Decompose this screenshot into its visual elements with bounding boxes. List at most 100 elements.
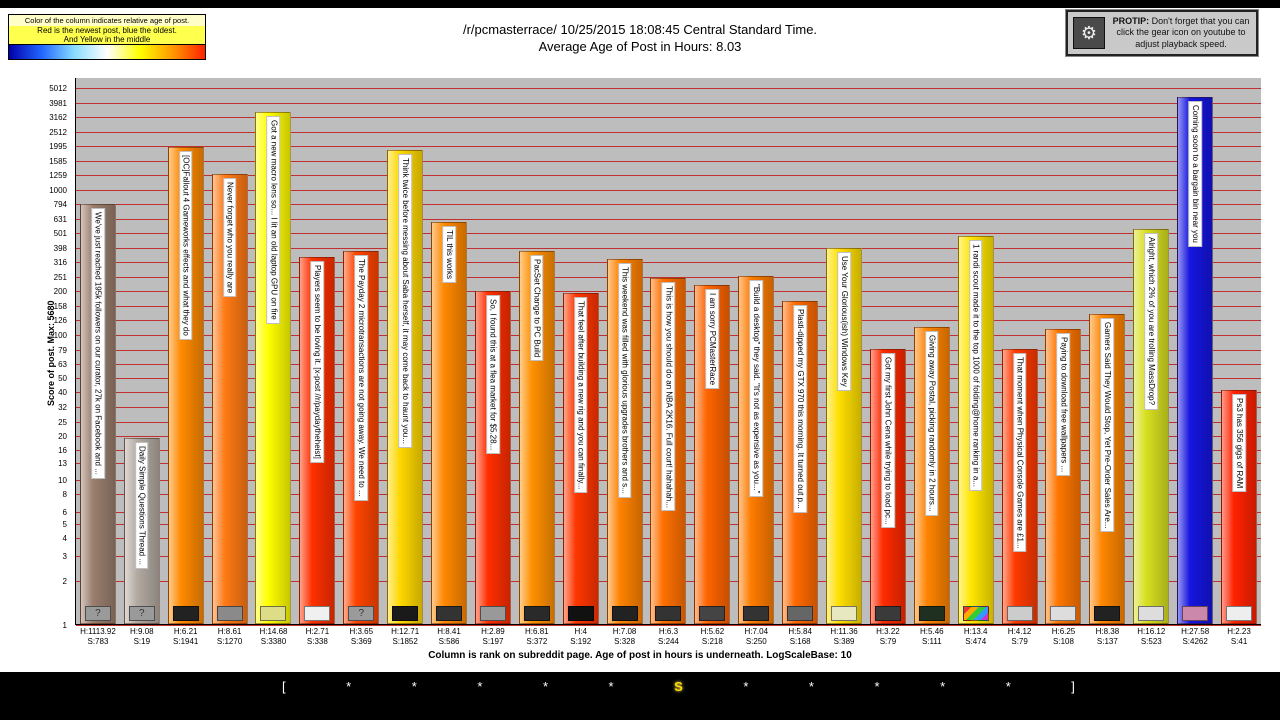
score-label: S:250 (745, 637, 767, 646)
y-tick-label: 3 (62, 551, 67, 561)
x-tick-label: H:8.41 S:586 (427, 624, 471, 647)
post-thumbnail (216, 606, 243, 621)
score-label: S:369 (350, 637, 372, 646)
x-tick-label: H:6.81 S:372 (515, 624, 559, 647)
post-bar: This weekend was filled with glorious up… (606, 258, 643, 624)
bar-slot: Gamers Said They Would Stop, Yet Pre-Ord… (1085, 78, 1129, 646)
post-thumbnail (479, 606, 506, 621)
hours-label: H:3.22 (876, 627, 900, 636)
x-tick-label: H:8.38 S:137 (1085, 624, 1129, 647)
bar-slot: Players seem to be loving it. [x-post //… (295, 78, 339, 646)
post-bar: 1 randi scout made it to the top 1000 of… (957, 235, 994, 624)
score-label: S:1852 (392, 637, 418, 646)
gridline (76, 88, 1261, 89)
post-title-label: That feel after building a new rig and y… (573, 296, 588, 494)
bar-slot: 1 randi scout made it to the top 1000 of… (954, 78, 998, 646)
bar-slot: This is how you should do an NBA 2K16. F… (647, 78, 691, 646)
post-bar: Got a new macro lens so... I lit an old … (255, 111, 292, 624)
hours-label: H:5.62 (700, 627, 725, 636)
post-thumbnail (1006, 606, 1033, 621)
x-tick-label: H:7.08 S:328 (603, 624, 647, 647)
bar-slot: Got a new macro lens so... I lit an old … (252, 78, 296, 646)
gridline (76, 146, 1261, 148)
score-label: S:79 (1011, 637, 1028, 646)
y-tick-label: 5012 (49, 84, 67, 93)
bar-slot: Use Your Glorious(ish) Windows Key H:11.3… (822, 78, 866, 646)
gridline (76, 218, 1261, 220)
post-thumbnail (1182, 606, 1209, 621)
post-bar: I am sorry PCMasterRace (694, 284, 731, 624)
score-label: S:1941 (173, 637, 199, 646)
hours-label: H:2.23 (1227, 627, 1251, 636)
hours-label: H:6.25 (1051, 627, 1076, 636)
post-bar: Use Your Glorious(ish) Windows Key (826, 248, 863, 624)
bar-slot: Giving away Postal, picking randomly in … (910, 78, 954, 646)
score-label: S:197 (482, 637, 504, 646)
post-thumbnail (918, 606, 945, 621)
post-bar: Paying to download free wallpapers ... (1045, 328, 1082, 624)
x-tick-label: H:5.84 S:168 (778, 624, 822, 647)
score-label: S:218 (701, 637, 723, 646)
hours-label: H:6.21 (173, 627, 198, 636)
post-title-label: We've just reached 195k followers on our… (91, 208, 105, 479)
timeline-current-marker: S (674, 679, 683, 694)
post-title-label: So, I found this at a flea market for $5… (486, 295, 500, 455)
timeline-marker: * (411, 679, 417, 694)
gear-icon: ⚙ (1073, 17, 1105, 49)
post-bar: This is how you should do an NBA 2K16. F… (650, 277, 687, 624)
y-tick-label: 79 (58, 345, 67, 355)
post-bar: Alright, which 2% of you are trolling Ma… (1133, 229, 1170, 624)
hours-label: H:5.84 (788, 627, 812, 636)
x-axis-caption: Column is rank on subreddit page. Age of… (428, 650, 852, 661)
hours-label: H:4.12 (1007, 627, 1032, 636)
bar-slot: Got my first John Cena while trying to l… (866, 78, 910, 646)
hours-label: H:1113.92 (80, 627, 116, 636)
post-title-label: Think twice before messing about Saba he… (398, 153, 412, 448)
x-tick-label: H:2.71 S:338 (295, 624, 339, 647)
post-title-label: This is how you should do an NBA 2K16. F… (661, 281, 676, 512)
score-label: S:111 (921, 637, 942, 646)
post-bar: That feel after building a new rig and y… (562, 292, 599, 624)
chart-canvas: Color of the column indicates relative a… (0, 8, 1280, 672)
post-thumbnail: ? (348, 606, 375, 621)
post-thumbnail (392, 606, 419, 621)
post-thumbnail (874, 606, 901, 621)
score-label: S:328 (614, 637, 636, 646)
post-bar: Gamers Said They Would Stop, Yet Pre-Ord… (1089, 313, 1126, 624)
hours-label: H:27.58 (1181, 627, 1210, 636)
y-tick-label: 1995 (49, 142, 67, 152)
x-tick-label: H:4 S:192 (559, 624, 603, 647)
post-bar: "Build a desktop" they said. "It's not a… (738, 275, 775, 624)
score-label: S:372 (526, 637, 548, 646)
bar-slot: Plasti-dipped my GTX 970 this morning. I… (778, 78, 822, 646)
y-tick-label: 2 (62, 577, 67, 587)
score-label: S:41 (1230, 637, 1248, 646)
gridline (76, 102, 1261, 104)
y-tick-label: 13 (58, 459, 67, 469)
x-tick-label: H:7.04 S:250 (734, 624, 778, 647)
post-title-label: TIL this works (442, 226, 456, 284)
gridline (76, 175, 1261, 177)
x-tick-label: H:6.21 S:1941 (164, 624, 208, 647)
post-bar: TIL this works (431, 222, 468, 624)
hours-label: H:7.04 (744, 627, 769, 636)
x-tick-label: H:14.68 S:3380 (252, 624, 296, 647)
post-thumbnail (1138, 606, 1165, 621)
bar-slot: So, I found this at a flea market for $5… (471, 78, 515, 646)
post-bar: [OC]Fallout 4 Gameworks effects and what… (167, 146, 204, 624)
post-thumbnail (699, 606, 726, 621)
bar-slot: This weekend was filled with glorious up… (603, 78, 647, 646)
y-tick-label: 20 (58, 432, 67, 442)
hours-label: H:7.08 (612, 627, 637, 636)
x-tick-label: H:8.61 S:1270 (208, 624, 252, 647)
timeline-marker: * (477, 679, 483, 694)
x-tick-label: H:1113.92 S:783 (76, 624, 120, 647)
x-tick-label: H:13.4 S:474 (954, 624, 998, 647)
hours-label: H:12.71 (391, 627, 420, 636)
score-label: S:523 (1140, 637, 1162, 646)
age-gradient-bar (9, 44, 205, 59)
post-bar: So, I found this at a flea market for $5… (474, 291, 511, 624)
hours-label: H:16.12 (1137, 627, 1166, 636)
gridline (76, 276, 1261, 278)
y-tick-label: 3981 (49, 98, 67, 108)
